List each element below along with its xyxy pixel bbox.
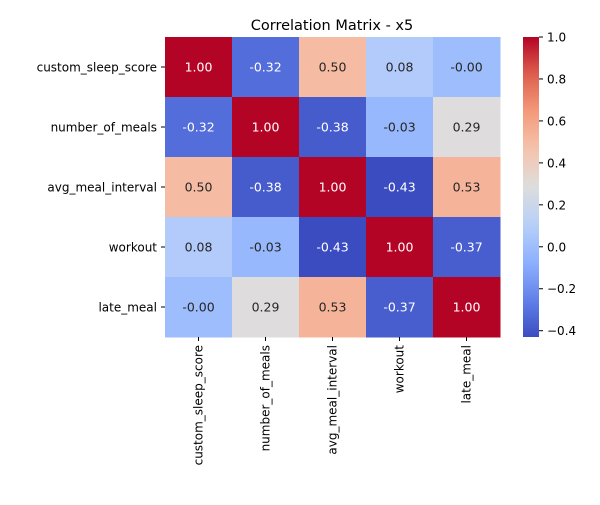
- heatmap-cell: [366, 217, 434, 278]
- heatmap-cell: [366, 157, 434, 218]
- heatmap-cell: [232, 157, 300, 218]
- heatmap-cell: [299, 97, 367, 158]
- cell-value-label: -0.37: [450, 240, 482, 255]
- colorbar-tick-label: 0.0: [547, 240, 566, 254]
- cell-value-label: -0.03: [383, 120, 415, 135]
- row-label: number_of_meals: [51, 121, 157, 135]
- heatmap-cell: [299, 217, 367, 278]
- cell-value-label: 0.50: [319, 60, 347, 75]
- cell-value-label: -0.37: [383, 300, 415, 315]
- heatmap-cell: [165, 157, 233, 218]
- heatmap-cell: [433, 217, 501, 278]
- heatmap-cell: [366, 37, 434, 98]
- cell-value-label: -0.43: [316, 240, 348, 255]
- heatmap-cell: [433, 277, 501, 338]
- cell-value-label: -0.00: [182, 300, 214, 315]
- cell-value-label: 1.00: [319, 180, 347, 195]
- heatmap-cells: 1.00 -0.32 0.50 0.08 -0.00 -0.32 1.00 -0.38 -0.0…: [165, 37, 501, 338]
- column-label: workout: [393, 345, 407, 394]
- cell-value-label: 0.29: [252, 300, 280, 315]
- heatmap-cell: [433, 157, 501, 218]
- heatmap-cell: [165, 97, 233, 158]
- heatmap-cell: [299, 277, 367, 338]
- cell-value-label: -0.43: [383, 180, 415, 195]
- cell-value-label: 0.08: [386, 60, 414, 75]
- heatmap-cell: [165, 217, 233, 278]
- cell-value-label: -0.32: [249, 60, 281, 75]
- colorbar-tick-label: −0.4: [547, 324, 576, 338]
- cell-value-label: -0.03: [249, 240, 281, 255]
- heatmap-cell: [299, 157, 367, 218]
- column-label: late_meal: [460, 345, 474, 404]
- cell-value-label: -0.32: [182, 120, 214, 135]
- heatmap-cell: [232, 277, 300, 338]
- row-label: workout: [109, 241, 158, 255]
- colorbar-tick-label: 0.4: [547, 156, 566, 170]
- heatmap-cell: [232, 37, 300, 98]
- cell-value-label: 1.00: [386, 240, 414, 255]
- heatmap-cell: [165, 37, 233, 98]
- cell-value-label: -0.38: [249, 180, 281, 195]
- heatmap-cell: [433, 37, 501, 98]
- cell-value-label: 0.29: [453, 120, 481, 135]
- cell-value-label: -0.38: [316, 120, 348, 135]
- cell-value-label: 1.00: [252, 120, 280, 135]
- heatmap-cell: [366, 277, 434, 338]
- colorbar-tick-label: 1.0: [547, 31, 566, 45]
- cell-value-label: 0.08: [185, 240, 213, 255]
- heatmap-cell: [165, 277, 233, 338]
- cell-value-label: 0.53: [453, 180, 481, 195]
- cell-value-label: 0.53: [319, 300, 347, 315]
- heatmap-cell: [366, 97, 434, 158]
- colorbar-tick-label: 0.6: [547, 114, 566, 128]
- colorbar: 1.0 0.8 0.6 0.4 0.2 0.0 −0.2 −0.4: [523, 31, 576, 338]
- heatmap-cell: [299, 37, 367, 98]
- colorbar-tick-label: −0.2: [547, 282, 576, 296]
- colorbar-tick-label: 0.8: [547, 72, 566, 86]
- column-label: avg_meal_interval: [326, 345, 340, 455]
- row-label: late_meal: [98, 301, 157, 315]
- column-label: number_of_meals: [259, 345, 273, 451]
- cell-value-label: -0.00: [450, 60, 482, 75]
- column-label: custom_sleep_score: [192, 345, 206, 465]
- row-labels: custom_sleep_score number_of_meals avg_mea…: [37, 61, 165, 315]
- column-labels: custom_sleep_score number_of_meals avg_mea…: [192, 337, 474, 465]
- cell-value-label: 0.50: [185, 180, 213, 195]
- cell-value-label: 1.00: [453, 300, 481, 315]
- chart-title: Correlation Matrix - x5: [251, 18, 413, 34]
- cell-value-label: 1.00: [185, 60, 213, 75]
- colorbar-gradient: [523, 37, 539, 337]
- row-label: custom_sleep_score: [37, 61, 157, 75]
- heatmap-cell: [232, 217, 300, 278]
- heatmap-cell: [232, 97, 300, 158]
- colorbar-tick-label: 0.2: [547, 198, 566, 212]
- heatmap-cell: [433, 97, 501, 158]
- row-label: avg_meal_interval: [47, 181, 157, 195]
